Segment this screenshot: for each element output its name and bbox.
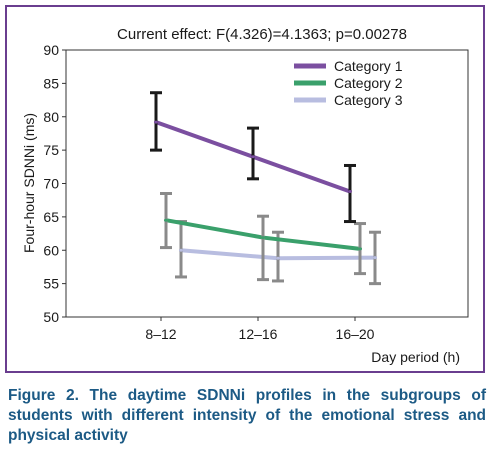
y-tick-label: 75 — [43, 142, 59, 158]
series-layer — [150, 91, 381, 286]
x-tick-label: 12–16 — [239, 326, 278, 342]
data-point — [348, 190, 352, 194]
y-tick-label: 65 — [43, 209, 59, 225]
chart: Current effect: F(4.326)=4.1363; p=0.002… — [21, 26, 469, 365]
error-bar — [257, 214, 269, 282]
y-tick-label: 80 — [43, 109, 59, 125]
data-point — [251, 155, 255, 159]
chart-title: Current effect: F(4.326)=4.1363; p=0.002… — [117, 26, 407, 43]
legend-label: Category 2 — [334, 75, 403, 91]
legend-item: Category 2 — [294, 75, 403, 91]
legend-item: Category 1 — [294, 58, 403, 74]
y-tick-label: 85 — [43, 75, 59, 91]
series-2 — [160, 192, 366, 282]
x-axis-label: Day period (h) — [371, 349, 460, 365]
y-axis-label: Four-hour SDNNi (ms) — [21, 113, 37, 253]
data-point — [358, 247, 362, 251]
data-point — [261, 236, 265, 240]
y-tick-label: 50 — [43, 309, 59, 325]
x-tick-label: 8–12 — [145, 326, 176, 342]
y-tick-label: 60 — [43, 242, 59, 258]
error-bar — [344, 163, 356, 224]
series-3 — [175, 220, 381, 286]
data-point — [164, 218, 168, 222]
y-tick-label: 55 — [43, 276, 59, 292]
x-axis: 8–12 12–16 16–20 — [145, 317, 375, 342]
data-point — [276, 256, 280, 260]
figure-frame — [5, 5, 485, 373]
legend-item: Category 3 — [294, 92, 403, 108]
y-tick-label: 70 — [43, 176, 59, 192]
plot-area — [65, 49, 469, 318]
y-axis: 50 55 60 65 70 75 80 85 90 — [43, 42, 66, 325]
legend-label: Category 1 — [334, 58, 403, 74]
series-1 — [150, 91, 356, 224]
error-bar — [247, 126, 259, 181]
data-point — [373, 256, 377, 260]
y-tick-label: 90 — [43, 42, 59, 58]
figure-caption: Figure 2. The daytime SDNNi profiles in … — [8, 387, 486, 444]
data-point — [154, 120, 158, 124]
x-tick-label: 16–20 — [336, 326, 375, 342]
legend-label: Category 3 — [334, 92, 403, 108]
data-point — [179, 248, 183, 252]
